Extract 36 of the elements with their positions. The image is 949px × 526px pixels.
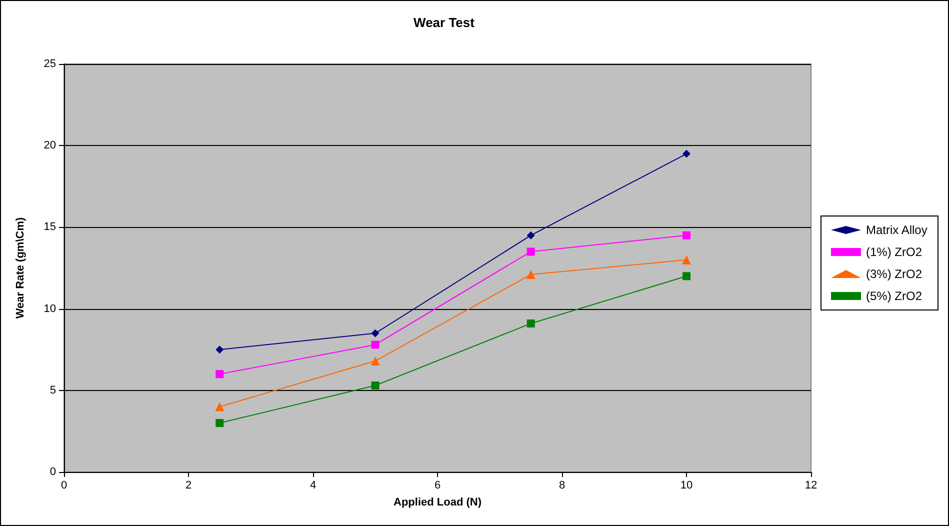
x-tick-label: 6 [434,480,441,492]
point [526,248,535,256]
x-axis-title: Applied Load (N) [394,496,482,508]
x-tick-label: 4 [310,480,316,492]
point [371,382,380,390]
point [371,329,380,338]
legend-label: (5%) ZrO2 [866,289,922,303]
y-tick-label: 20 [44,140,56,152]
x-tick-label: 10 [680,480,693,492]
point [216,419,224,428]
x-tick-label: 0 [60,480,68,492]
point [682,150,690,158]
y-tick-label: 5 [50,384,56,396]
point [215,402,224,412]
point [526,231,535,240]
y-tick-label: 0 [50,466,56,478]
legend-label: (3%) ZrO2 [866,267,922,281]
chart-title: Wear Test [414,15,476,30]
point [682,231,690,240]
point [526,270,536,280]
x-tick-label: 8 [558,480,566,492]
y-tick-label: 25 [44,58,56,70]
point [682,255,691,264]
y-tick-label: 10 [44,302,56,315]
point [370,356,380,366]
legend-label: Matrix Alloy [866,223,928,237]
point [526,319,535,328]
y-axis-title: Wear Rate (gm\Cm) [14,217,26,319]
legend-label: (1%) ZrO2 [866,245,922,259]
point [682,272,690,280]
x-tick-label: 12 [804,480,818,492]
x-tick-label: 2 [185,480,192,492]
y-tick-label: 15 [44,221,56,234]
point [371,340,380,349]
point [216,346,224,354]
point [216,370,224,378]
